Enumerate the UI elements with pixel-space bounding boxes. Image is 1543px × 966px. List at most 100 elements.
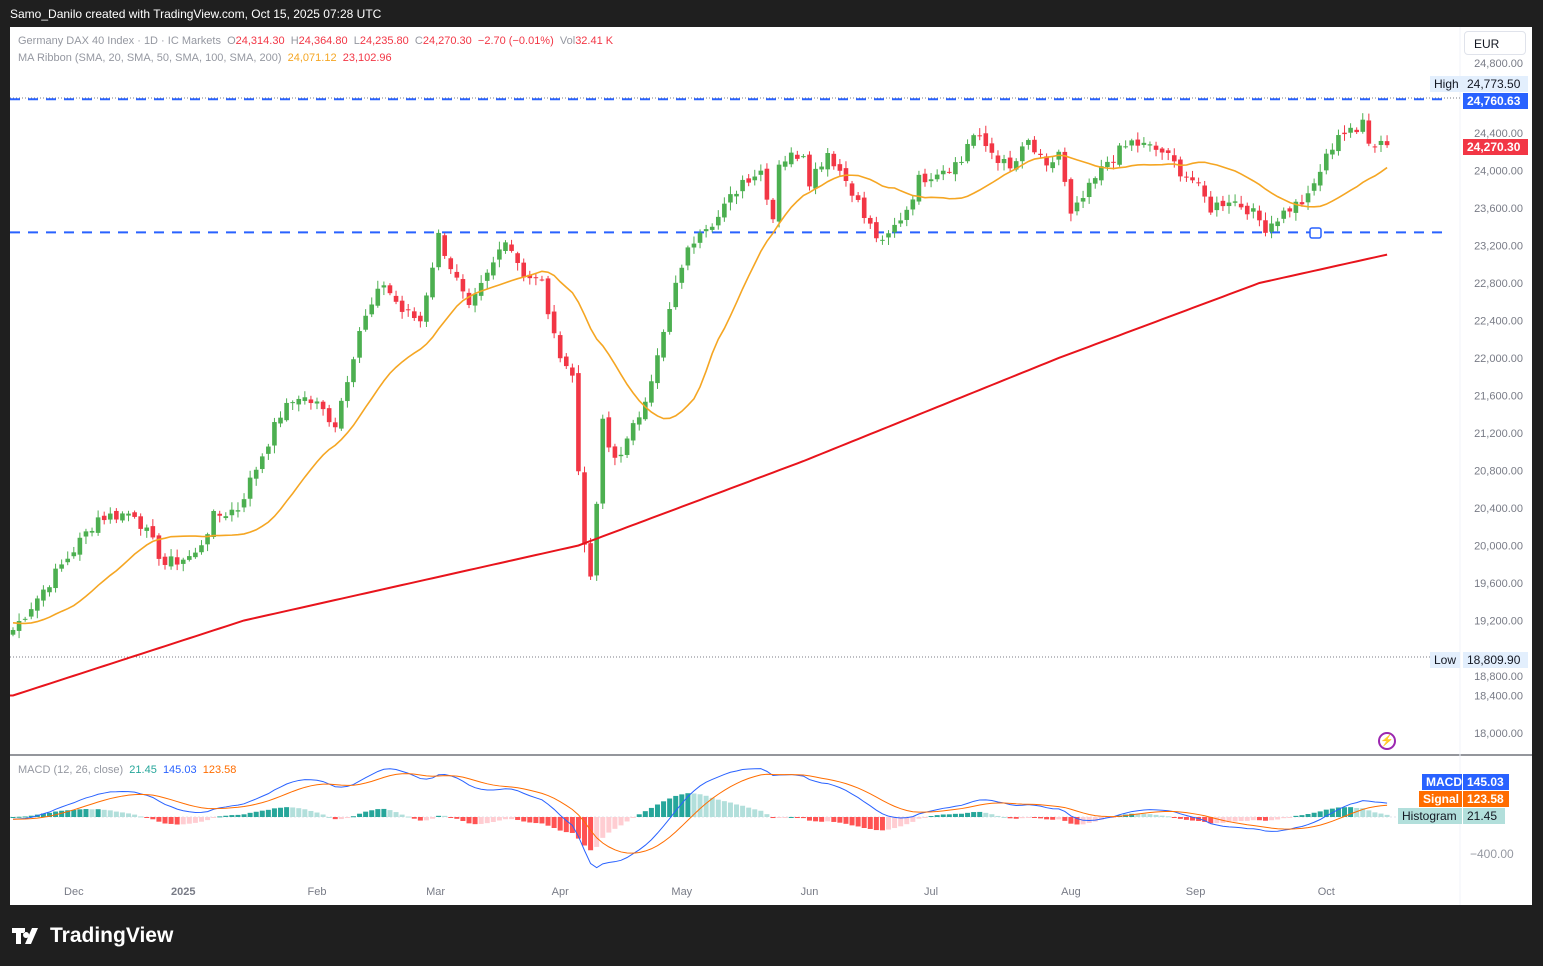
macd-hist-bar [83,809,89,817]
macd-hist-bar [697,794,703,817]
macd-hist-bar [77,809,83,817]
macd-hist-bar [1232,817,1238,822]
candle-body [35,598,40,611]
candle-body [1165,150,1171,153]
macd-hist-bar [1141,813,1147,817]
candle-body [1342,132,1347,135]
candle-body [1330,149,1335,155]
candle-body [861,197,867,219]
macd-hist-bar [1098,817,1104,820]
tradingview-logo[interactable]: TradingView [12,924,173,948]
candle-body [1111,161,1116,163]
macd-hist-bar [198,817,204,822]
y-tick-label: 24,400.00 [1474,128,1523,140]
candle-body [1007,157,1013,169]
hist-tag-value: 21.45 [1463,808,1505,824]
candle-body [1178,159,1183,177]
macd-hist-bar [691,793,697,817]
macd-hist-bar [1153,814,1159,817]
last-price-tag: 24,270.30 [1463,139,1528,155]
candles-group [10,113,1390,639]
candle-body [150,526,156,538]
candle-body [557,335,563,359]
ma200-value: 23,102.96 [342,52,392,64]
sma200-line [10,253,1388,697]
macd-hist-bar [46,812,52,817]
macd-hist-bar [241,814,247,817]
lightning-icon[interactable]: ⚡ [1378,732,1396,750]
macd-hist-bar [1256,817,1262,821]
candle-body [1305,193,1311,203]
candle-body [491,262,496,276]
macd-hist-bar [205,817,211,821]
candle-body [576,373,581,472]
candle-body [752,176,758,181]
candle-body [101,515,107,521]
macd-hist-bar [1226,817,1232,823]
candle-body [1348,127,1353,133]
macd-hist-bar [180,817,186,825]
macd-hist-bar [995,815,1001,817]
candle-body [411,311,417,319]
candle-body [1299,202,1305,205]
macd-hist-bar [843,817,849,824]
candle-body [1099,166,1104,181]
y-tick-label: 20,000.00 [1474,540,1523,552]
candle-body [229,509,235,516]
macd-hist-bar [168,817,174,824]
macd-hist-bar [223,815,229,817]
candle-body [582,472,587,545]
macd-hist-bar [898,817,904,827]
candle-body [1360,119,1366,132]
macd-hist-bar [430,817,436,819]
macd-hist-bar [1044,817,1050,820]
y-tick-label: 18,000.00 [1474,728,1523,740]
candle-body [971,135,976,146]
macd-hist-bar [934,815,940,817]
x-tick-label: Feb [308,886,327,898]
candle-body [211,510,216,538]
macd-hist-bar [1372,812,1378,817]
candle-body [387,285,393,294]
macd-hist-bar [1159,815,1165,817]
macd-hist-bar [758,810,764,817]
low-tag-label: Low [1430,652,1461,668]
y-tick-label: 19,600.00 [1474,578,1523,590]
candle-body [953,162,958,175]
macd-hist-bar [53,811,59,817]
candle-body [65,558,71,563]
candle-body [247,477,253,499]
macd-hist-bar [1025,817,1031,818]
candle-body [205,534,210,545]
macd-hist-bar [1342,807,1348,817]
candle-body [588,543,593,577]
macd-hist-bar [278,807,284,817]
x-tick-label: 2025 [171,886,195,898]
candle-body [1317,171,1323,186]
macd-hist-bar [1202,817,1208,822]
candle-body [1123,146,1128,148]
macd-hist-bar [1354,807,1360,817]
candle-body [600,418,606,504]
candle-body [855,195,861,200]
candle-body [223,516,229,519]
candle-body [503,242,508,252]
candle-body [880,239,885,241]
candle-body [174,557,180,565]
macd-hist-bar [107,810,113,817]
candle-body [1080,198,1086,202]
currency-button[interactable]: EUR [1464,31,1526,55]
candle-body [436,232,441,268]
macd-hist-bar [28,815,34,817]
macd-hist-bar [466,817,472,824]
macd-hist-bar [855,817,861,827]
macd-hist-bar [1281,817,1287,819]
candle-body [1068,179,1074,214]
macd-hist-bar [10,817,16,818]
macd-hist-bar [1019,817,1025,819]
macd-hist-bar [648,807,654,817]
candle-body [1287,208,1293,212]
candle-body [393,295,399,302]
macd-hist-bar [16,816,22,818]
